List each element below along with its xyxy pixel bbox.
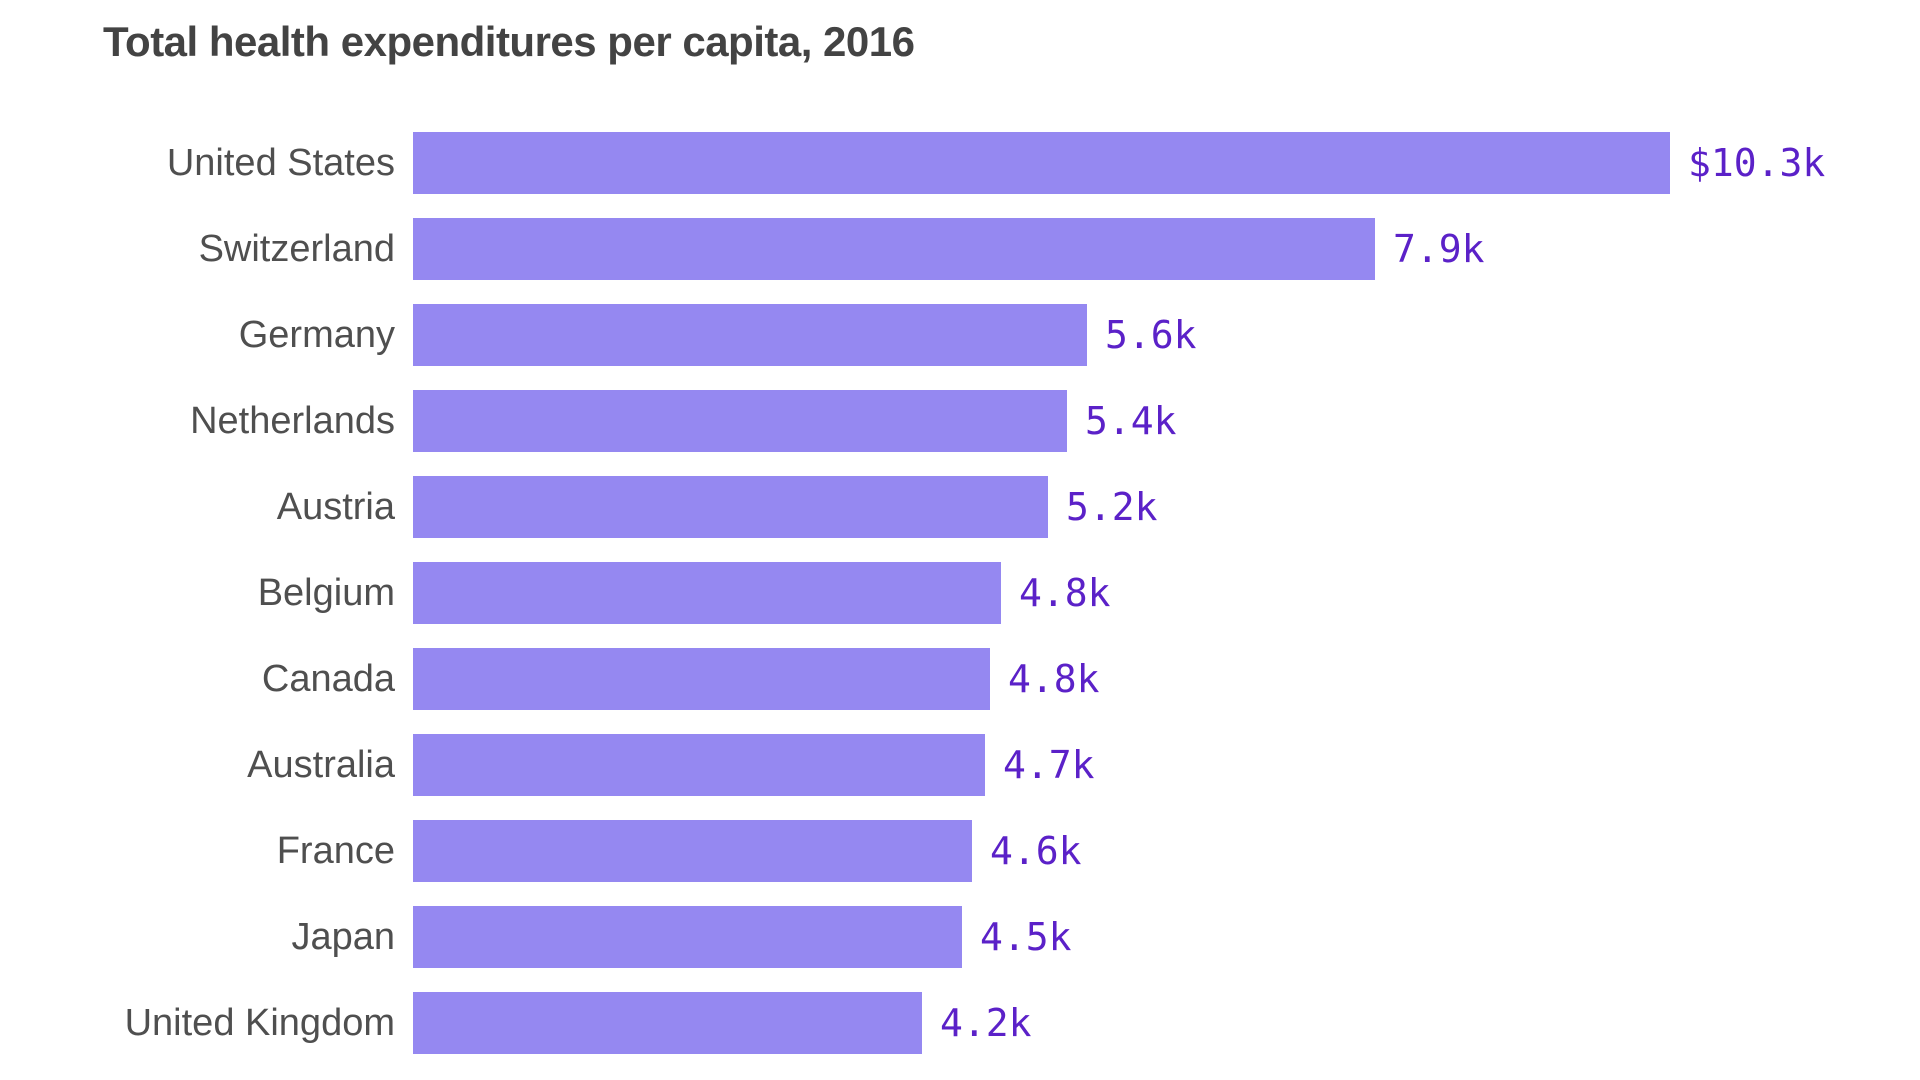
value-label: 5.4k xyxy=(1085,399,1177,443)
category-label: United Kingdom xyxy=(124,1001,395,1044)
category-label: France xyxy=(276,829,395,872)
value-label: 4.8k xyxy=(1008,657,1100,701)
value-label: 4.2k xyxy=(940,1001,1032,1045)
category-label: Australia xyxy=(247,743,395,786)
bar-row: United States $10.3k xyxy=(0,132,1920,194)
bar-row: Netherlands 5.4k xyxy=(0,390,1920,452)
bar xyxy=(413,304,1087,366)
bar xyxy=(413,648,990,710)
bar xyxy=(413,476,1048,538)
value-label: 5.2k xyxy=(1066,485,1158,529)
category-label: Belgium xyxy=(257,571,395,614)
bar xyxy=(413,562,1001,624)
value-label: 4.5k xyxy=(980,915,1072,959)
category-label: Canada xyxy=(261,657,395,700)
bar xyxy=(413,390,1067,452)
category-label: United States xyxy=(166,141,395,184)
category-label: Netherlands xyxy=(190,399,395,442)
value-label: 7.9k xyxy=(1393,227,1485,271)
bar-row: Australia 4.7k xyxy=(0,734,1920,796)
bar xyxy=(413,820,972,882)
value-label: 4.8k xyxy=(1019,571,1111,615)
bar xyxy=(413,734,985,796)
value-label: 4.6k xyxy=(990,829,1082,873)
bar-row: Switzerland 7.9k xyxy=(0,218,1920,280)
bar xyxy=(413,992,922,1054)
category-label: Switzerland xyxy=(198,227,395,270)
bar-row: Germany 5.6k xyxy=(0,304,1920,366)
category-label: Austria xyxy=(276,485,395,528)
chart-title: Total health expenditures per capita, 20… xyxy=(103,18,915,65)
bar-row: France 4.6k xyxy=(0,820,1920,882)
bar xyxy=(413,218,1375,280)
value-label: 4.7k xyxy=(1003,743,1095,787)
value-label: $10.3k xyxy=(1688,141,1826,185)
bar-row: Japan 4.5k xyxy=(0,906,1920,968)
bar xyxy=(413,132,1670,194)
bar-row: Austria 5.2k xyxy=(0,476,1920,538)
category-label: Japan xyxy=(291,915,395,958)
bar-rows: United States $10.3k Switzerland 7.9k Ge… xyxy=(0,132,1920,1054)
bar-row: United Kingdom 4.2k xyxy=(0,992,1920,1054)
bar-row: Belgium 4.8k xyxy=(0,562,1920,624)
value-label: 5.6k xyxy=(1105,313,1197,357)
bar xyxy=(413,906,962,968)
category-label: Germany xyxy=(238,313,395,356)
bar-row: Canada 4.8k xyxy=(0,648,1920,710)
